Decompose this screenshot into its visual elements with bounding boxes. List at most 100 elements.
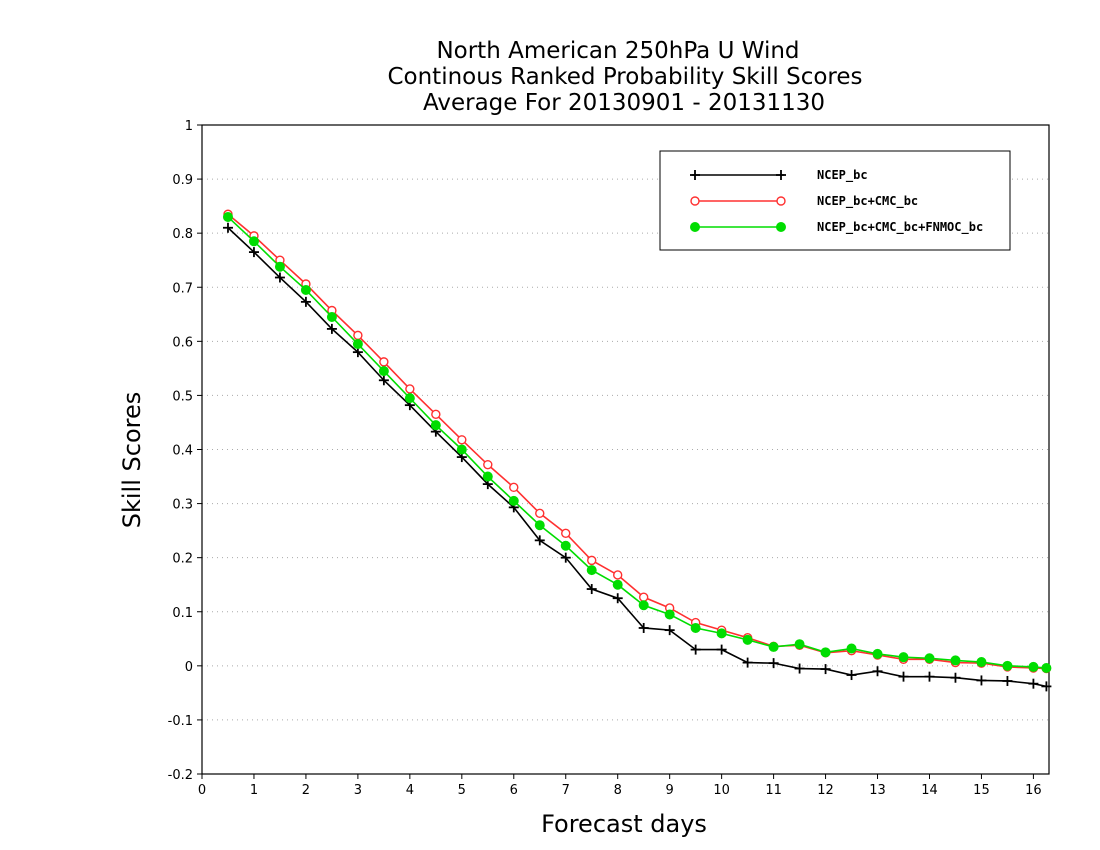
data-point	[300, 296, 311, 307]
data-point	[404, 393, 415, 404]
y-tick-label: 0.1	[172, 606, 193, 621]
data-point	[612, 579, 623, 590]
y-tick-label: 0.3	[172, 498, 193, 513]
x-tick-label: 14	[921, 783, 938, 798]
data-point	[1028, 661, 1039, 672]
data-point	[430, 420, 441, 431]
data-point	[950, 672, 961, 683]
series-line	[227, 227, 1047, 688]
data-point	[872, 648, 883, 659]
data-point	[742, 634, 753, 645]
data-point	[326, 323, 337, 334]
legend-marker	[690, 222, 700, 232]
legend-marker	[776, 170, 786, 180]
data-point	[586, 565, 597, 576]
data-point	[846, 670, 857, 681]
data-point	[820, 647, 831, 658]
data-point	[378, 375, 389, 386]
data-point	[846, 643, 857, 654]
x-tick-label: 11	[765, 783, 782, 798]
data-point	[561, 528, 571, 539]
data-point	[222, 222, 233, 233]
data-point	[353, 330, 363, 341]
data-point	[274, 261, 285, 272]
data-point	[248, 236, 259, 247]
data-point	[456, 444, 467, 455]
data-point	[587, 555, 597, 566]
data-point	[248, 247, 259, 258]
grid	[202, 178, 1049, 721]
data-point	[716, 644, 727, 655]
title-line-3: Average For 20130901 - 20131130	[423, 90, 825, 116]
y-tick-label: 0.8	[172, 227, 193, 242]
x-tick-label: 5	[458, 783, 466, 798]
data-point	[535, 508, 545, 519]
data-point	[222, 211, 233, 222]
legend-label: NCEP_bc+CMC_bc	[817, 194, 918, 209]
legend-item: NCEP_bc	[690, 168, 868, 183]
x-tick-label: 8	[614, 783, 622, 798]
data-point	[950, 655, 961, 666]
data-point	[976, 675, 987, 686]
series-2	[223, 209, 1052, 674]
data-point	[638, 622, 649, 633]
x-tick-label: 12	[817, 783, 834, 798]
legend-label: NCEP_bc	[817, 168, 868, 183]
data-point	[664, 625, 675, 636]
series-1	[222, 222, 1052, 692]
data-point	[457, 435, 467, 445]
y-tick-label: 0.5	[172, 389, 193, 404]
y-tick-label: 0.4	[172, 444, 193, 459]
data-point	[924, 653, 935, 664]
x-tick-label: 2	[302, 783, 310, 798]
data-point	[794, 639, 805, 650]
y-tick-label: -0.2	[168, 768, 193, 783]
data-point	[794, 663, 805, 674]
legend: NCEP_bc NCEP_bc+CMC_bc NCEP_bc+CMC_bc+FNMO…	[659, 150, 1011, 251]
series-3	[222, 211, 1052, 673]
data-point	[352, 339, 363, 350]
y-tick-label: 0.9	[172, 173, 193, 188]
y-tick-label: 0	[185, 660, 193, 675]
x-axis-label: Forecast days	[541, 810, 707, 838]
y-tick-label: 0.6	[172, 335, 193, 350]
chart-title: North American 250hPa U Wind Continous R…	[387, 38, 862, 116]
data-point	[378, 366, 389, 377]
axes: -0.2-0.100.10.20.30.40.50.60.70.80.910 1 2…	[168, 119, 1050, 798]
data-point	[431, 409, 441, 420]
data-point	[482, 471, 493, 482]
data-point	[690, 622, 701, 633]
data-point	[613, 570, 623, 580]
data-point	[560, 540, 571, 551]
data-point	[976, 657, 987, 668]
title-line-1: North American 250hPa U Wind	[436, 38, 799, 64]
legend-marker	[776, 222, 786, 232]
data-point	[768, 641, 779, 652]
x-tick-label: 10	[713, 783, 730, 798]
legend-marker	[776, 196, 786, 206]
data-point	[586, 584, 597, 595]
y-tick-label: 1	[185, 119, 193, 134]
y-tick-label: 0.7	[172, 281, 193, 296]
x-tick-label: 7	[562, 783, 570, 798]
data-point	[1041, 662, 1052, 673]
data-point	[1041, 681, 1052, 692]
data-point	[405, 384, 415, 394]
data-point	[534, 520, 545, 531]
x-tick-label: 0	[198, 783, 206, 798]
y-axis-label: Skill Scores	[118, 392, 146, 529]
data-point	[872, 666, 883, 677]
title-line-2: Continous Ranked Probability Skill Score…	[387, 64, 862, 90]
data-point	[612, 593, 623, 604]
data-point	[638, 600, 649, 611]
legend-item: NCEP_bc+CMC_bc+FNMOC_bc	[690, 220, 983, 235]
data-point	[820, 664, 831, 675]
data-point	[509, 482, 519, 493]
data-point	[379, 357, 389, 367]
data-point	[898, 671, 909, 682]
x-tick-label: 13	[869, 783, 886, 798]
x-tick-label: 16	[1025, 783, 1042, 798]
data-point	[742, 657, 753, 668]
legend-item: NCEP_bc+CMC_bc	[690, 194, 918, 209]
